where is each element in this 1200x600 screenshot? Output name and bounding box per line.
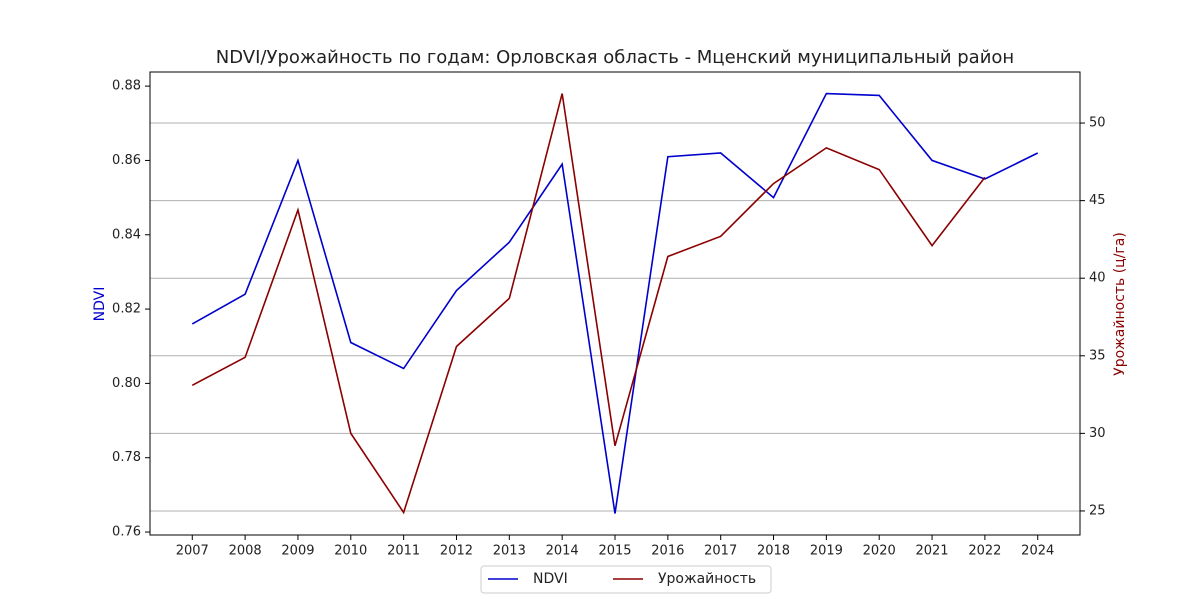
y-tick-label: 0.88 bbox=[112, 79, 141, 94]
legend-label: Урожайность bbox=[658, 571, 756, 587]
x-tick-label: 2020 bbox=[863, 544, 896, 559]
x-tick-label: 2014 bbox=[546, 544, 579, 559]
y-tick-label: 0.78 bbox=[112, 450, 141, 465]
y-tick-label: 0.76 bbox=[112, 525, 141, 540]
plot-frame bbox=[149, 71, 1081, 536]
y2-tick-label: 35 bbox=[1089, 348, 1106, 363]
x-tick-label: 2013 bbox=[493, 544, 526, 559]
x-tick-label: 2018 bbox=[757, 544, 790, 559]
y2-tick-label: 30 bbox=[1089, 426, 1106, 441]
x-tick-label: 2017 bbox=[704, 544, 737, 559]
legend-label: NDVI bbox=[533, 571, 568, 587]
x-tick-label: 2024 bbox=[1021, 544, 1054, 559]
x-tick-label: 2007 bbox=[176, 544, 209, 559]
y-tick-label: 0.80 bbox=[112, 376, 141, 391]
series-line bbox=[191, 93, 986, 515]
x-tick-label: 2021 bbox=[915, 544, 948, 559]
y2-tick-label: 25 bbox=[1089, 503, 1106, 518]
y2-axis-label: Урожайность (ц/га) bbox=[1112, 232, 1128, 376]
chart-title: NDVI/Урожайность по годам: Орловская обл… bbox=[216, 47, 1014, 68]
x-tick-label: 2019 bbox=[810, 544, 843, 559]
series-line bbox=[191, 92, 1039, 514]
x-tick-label: 2012 bbox=[440, 544, 473, 559]
y-tick-label: 0.86 bbox=[112, 153, 141, 168]
y-axis-label: NDVI bbox=[92, 287, 108, 322]
y2-tick-label: 50 bbox=[1089, 116, 1106, 131]
x-tick-label: 2009 bbox=[281, 544, 314, 559]
y-tick-label: 0.82 bbox=[112, 302, 141, 317]
x-tick-label: 2022 bbox=[968, 544, 1001, 559]
y2-tick-label: 45 bbox=[1089, 193, 1106, 208]
x-tick-label: 2010 bbox=[334, 544, 367, 559]
x-tick-label: 2016 bbox=[651, 544, 684, 559]
y-tick-label: 0.84 bbox=[112, 227, 141, 242]
x-tick-label: 2015 bbox=[598, 544, 631, 559]
x-tick-label: 2008 bbox=[229, 544, 262, 559]
x-tick-label: 2011 bbox=[387, 544, 420, 559]
y2-tick-label: 40 bbox=[1089, 271, 1106, 286]
